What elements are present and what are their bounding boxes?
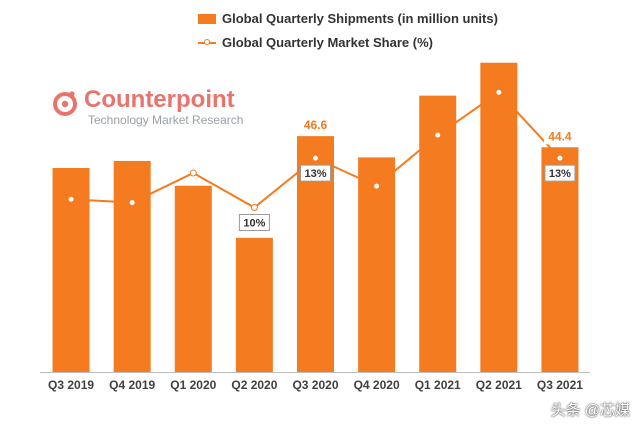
market-share-point [67, 195, 75, 203]
market-share-label: 13% [549, 168, 571, 180]
legend-item-market-share: Global Quarterly Market Share (%) [198, 35, 433, 50]
bar [235, 237, 273, 372]
bar [541, 147, 579, 372]
market-share-label: 13% [304, 168, 326, 180]
bar [480, 62, 518, 373]
market-share-point [312, 154, 319, 162]
bar [113, 160, 151, 372]
market-share-point [189, 169, 197, 177]
x-tick-label: Q2 2021 [476, 378, 522, 392]
x-tick-label: Q2 2020 [231, 378, 277, 392]
legend-bar-swatch [198, 13, 216, 24]
market-share-point [128, 199, 136, 207]
x-tick-label: Q4 2020 [354, 378, 400, 392]
market-share-point [373, 182, 381, 190]
x-tick-label: Q3 2020 [292, 378, 338, 392]
legend-line-swatch [198, 38, 216, 48]
market-share-point [495, 88, 503, 96]
logo-tagline: Technology Market Research [88, 113, 244, 127]
bar [358, 157, 396, 372]
x-tick-label: Q3 2021 [537, 378, 583, 392]
legend-label-market-share: Global Quarterly Market Share (%) [222, 35, 433, 50]
bar-value-label: 46.6 [304, 118, 328, 132]
x-tick-label: Q3 2019 [48, 378, 94, 392]
market-share-label: 10% [243, 218, 265, 230]
x-tick-label: Q1 2021 [415, 378, 461, 392]
x-tick-label: Q4 2019 [109, 378, 155, 392]
market-share-label-box [238, 214, 270, 231]
logo-name: Counterpoint [84, 86, 235, 113]
market-share-label-box [300, 164, 331, 182]
market-share-point [434, 131, 442, 139]
legend-item-shipments: Global Quarterly Shipments (in million u… [198, 11, 498, 26]
bar-value-label: 44.4 [548, 129, 572, 143]
bar [419, 95, 457, 372]
x-tick-label: Q1 2020 [170, 378, 216, 392]
market-share-point [556, 154, 564, 162]
watermark: 头条 @芯媒 [550, 402, 630, 419]
market-share-label-box [544, 164, 576, 182]
counterpoint-logo-icon [53, 91, 77, 116]
legend-label-shipments: Global Quarterly Shipments (in million u… [222, 11, 498, 26]
bar-value-label-bg [299, 117, 332, 134]
bar-value-label-bg [543, 128, 576, 145]
market-share-point [250, 204, 258, 211]
bar [174, 185, 212, 372]
